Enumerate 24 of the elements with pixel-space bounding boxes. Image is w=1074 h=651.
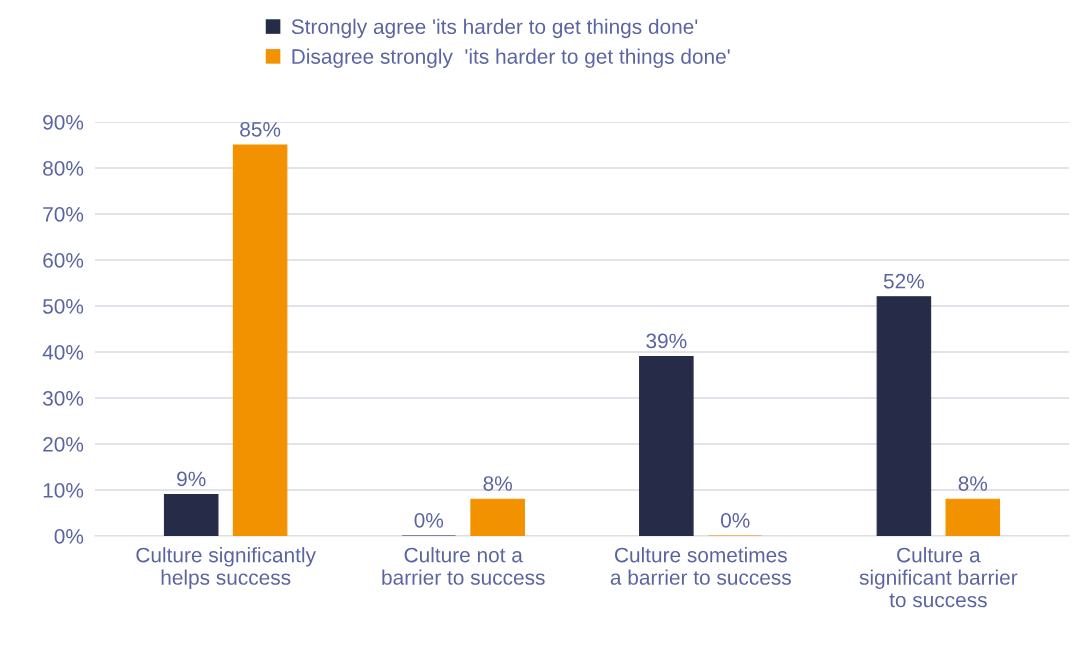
data-label: 9% <box>177 471 206 487</box>
x-tick-label: Culture not a barrier to success <box>382 547 545 585</box>
x-tick-label: Culture a significant barrier to success <box>859 547 1018 608</box>
data-label: 0% <box>414 512 444 528</box>
y-tick-label: 30% <box>42 391 84 406</box>
data-label: 8% <box>958 476 988 491</box>
y-tick-label: 10% <box>43 483 84 498</box>
y-tick-label: 80% <box>43 161 84 176</box>
data-label: 85% <box>240 121 281 137</box>
y-tick-label: 50% <box>43 299 84 314</box>
legend-label: Disagree strongly 'its harder to get things done' <box>292 48 730 69</box>
y-tick-label: 60% <box>43 253 84 268</box>
data-label: 8% <box>483 476 512 491</box>
legend-label: Strongly agree 'its harder to get things done' <box>291 18 698 39</box>
data-label: 52% <box>883 273 924 289</box>
y-tick-label: 0% <box>54 529 84 544</box>
y-tick-label: 40% <box>42 345 84 360</box>
x-tick-label: Culture significantly helps success <box>136 547 316 589</box>
y-tick-label: 20% <box>43 437 84 452</box>
y-tick-label: 90% <box>43 115 84 130</box>
x-tick-label: Culture sometimes a barrier to success <box>610 547 791 585</box>
y-tick-label: 70% <box>43 207 84 222</box>
data-label: 39% <box>646 333 687 349</box>
data-label: 0% <box>720 512 750 528</box>
